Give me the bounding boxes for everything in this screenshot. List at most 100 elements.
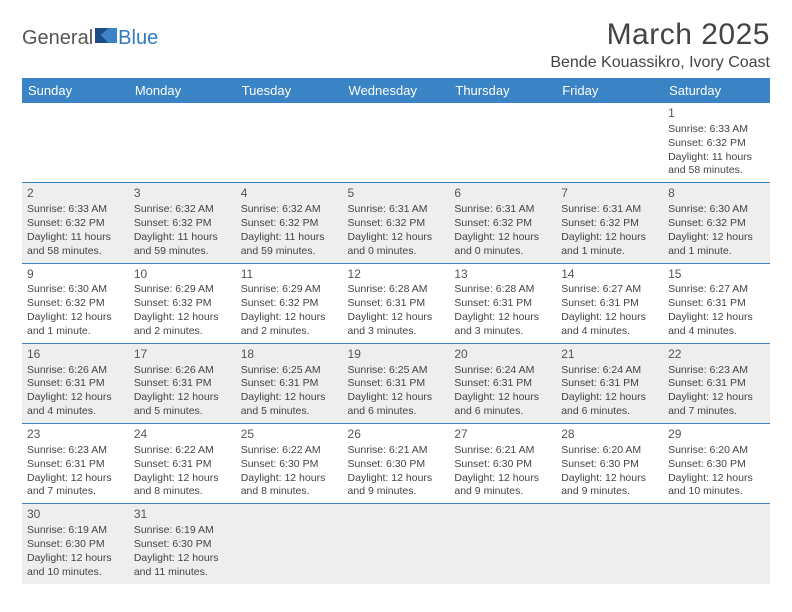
- day-number: 6: [454, 186, 551, 202]
- daylight-text: and 6 minutes.: [561, 405, 658, 419]
- day-header: Friday: [556, 78, 663, 103]
- calendar-cell: 16Sunrise: 6:26 AMSunset: 6:31 PMDayligh…: [22, 343, 129, 423]
- sunset-text: Sunset: 6:32 PM: [134, 297, 231, 311]
- sunrise-text: Sunrise: 6:22 AM: [241, 444, 338, 458]
- sunrise-text: Sunrise: 6:23 AM: [668, 364, 765, 378]
- calendar-cell: 21Sunrise: 6:24 AMSunset: 6:31 PMDayligh…: [556, 343, 663, 423]
- sunrise-text: Sunrise: 6:29 AM: [134, 283, 231, 297]
- daylight-text: and 2 minutes.: [241, 325, 338, 339]
- sunset-text: Sunset: 6:30 PM: [27, 538, 124, 552]
- calendar-row: 30Sunrise: 6:19 AMSunset: 6:30 PMDayligh…: [22, 504, 770, 584]
- logo-text-blue: Blue: [118, 27, 158, 50]
- title-block: March 2025 Bende Kouassikro, Ivory Coast: [550, 18, 770, 72]
- calendar-cell: 14Sunrise: 6:27 AMSunset: 6:31 PMDayligh…: [556, 263, 663, 343]
- day-number: 2: [27, 186, 124, 202]
- daylight-text: Daylight: 12 hours: [454, 231, 551, 245]
- sunrise-text: Sunrise: 6:33 AM: [668, 123, 765, 137]
- sunrise-text: Sunrise: 6:21 AM: [454, 444, 551, 458]
- sunset-text: Sunset: 6:31 PM: [134, 377, 231, 391]
- daylight-text: Daylight: 12 hours: [27, 311, 124, 325]
- day-number: 14: [561, 267, 658, 283]
- sunset-text: Sunset: 6:31 PM: [27, 458, 124, 472]
- daylight-text: and 0 minutes.: [454, 245, 551, 259]
- sunrise-text: Sunrise: 6:28 AM: [348, 283, 445, 297]
- sunset-text: Sunset: 6:31 PM: [134, 458, 231, 472]
- sunset-text: Sunset: 6:32 PM: [454, 217, 551, 231]
- day-number: 25: [241, 427, 338, 443]
- calendar-row: 9Sunrise: 6:30 AMSunset: 6:32 PMDaylight…: [22, 263, 770, 343]
- day-number: 13: [454, 267, 551, 283]
- sunrise-text: Sunrise: 6:32 AM: [241, 203, 338, 217]
- daylight-text: Daylight: 12 hours: [134, 311, 231, 325]
- day-number: 17: [134, 347, 231, 363]
- daylight-text: and 10 minutes.: [27, 566, 124, 580]
- daylight-text: and 3 minutes.: [348, 325, 445, 339]
- calendar-cell: 11Sunrise: 6:29 AMSunset: 6:32 PMDayligh…: [236, 263, 343, 343]
- sunset-text: Sunset: 6:32 PM: [241, 217, 338, 231]
- day-header: Monday: [129, 78, 236, 103]
- sunrise-text: Sunrise: 6:30 AM: [668, 203, 765, 217]
- daylight-text: and 58 minutes.: [27, 245, 124, 259]
- daylight-text: and 9 minutes.: [561, 485, 658, 499]
- calendar-cell: 4Sunrise: 6:32 AMSunset: 6:32 PMDaylight…: [236, 183, 343, 263]
- sunrise-text: Sunrise: 6:26 AM: [134, 364, 231, 378]
- daylight-text: Daylight: 12 hours: [241, 311, 338, 325]
- calendar-cell: 1Sunrise: 6:33 AMSunset: 6:32 PMDaylight…: [663, 103, 770, 183]
- sunset-text: Sunset: 6:31 PM: [561, 377, 658, 391]
- sunrise-text: Sunrise: 6:31 AM: [561, 203, 658, 217]
- sunrise-text: Sunrise: 6:32 AM: [134, 203, 231, 217]
- day-number: 8: [668, 186, 765, 202]
- daylight-text: and 11 minutes.: [134, 566, 231, 580]
- day-number: 28: [561, 427, 658, 443]
- day-header: Tuesday: [236, 78, 343, 103]
- daylight-text: and 0 minutes.: [348, 245, 445, 259]
- calendar-cell: 28Sunrise: 6:20 AMSunset: 6:30 PMDayligh…: [556, 424, 663, 504]
- sunrise-text: Sunrise: 6:27 AM: [668, 283, 765, 297]
- calendar-row: 1Sunrise: 6:33 AMSunset: 6:32 PMDaylight…: [22, 103, 770, 183]
- day-number: 27: [454, 427, 551, 443]
- daylight-text: and 8 minutes.: [134, 485, 231, 499]
- calendar-cell: [663, 504, 770, 584]
- calendar-cell: 13Sunrise: 6:28 AMSunset: 6:31 PMDayligh…: [449, 263, 556, 343]
- sunset-text: Sunset: 6:32 PM: [241, 297, 338, 311]
- calendar-cell: 15Sunrise: 6:27 AMSunset: 6:31 PMDayligh…: [663, 263, 770, 343]
- logo-text-general: General: [22, 27, 93, 50]
- calendar-cell: 9Sunrise: 6:30 AMSunset: 6:32 PMDaylight…: [22, 263, 129, 343]
- daylight-text: Daylight: 12 hours: [134, 472, 231, 486]
- sunset-text: Sunset: 6:31 PM: [348, 377, 445, 391]
- calendar-cell: [22, 103, 129, 183]
- daylight-text: and 2 minutes.: [134, 325, 231, 339]
- calendar-cell: [236, 103, 343, 183]
- sunset-text: Sunset: 6:31 PM: [348, 297, 445, 311]
- sunset-text: Sunset: 6:30 PM: [561, 458, 658, 472]
- daylight-text: Daylight: 12 hours: [27, 472, 124, 486]
- day-number: 9: [27, 267, 124, 283]
- calendar-cell: 3Sunrise: 6:32 AMSunset: 6:32 PMDaylight…: [129, 183, 236, 263]
- sunset-text: Sunset: 6:30 PM: [668, 458, 765, 472]
- calendar-cell: [343, 103, 450, 183]
- daylight-text: Daylight: 12 hours: [668, 311, 765, 325]
- daylight-text: and 1 minute.: [668, 245, 765, 259]
- daylight-text: and 10 minutes.: [668, 485, 765, 499]
- calendar-row: 23Sunrise: 6:23 AMSunset: 6:31 PMDayligh…: [22, 424, 770, 504]
- calendar-cell: 24Sunrise: 6:22 AMSunset: 6:31 PMDayligh…: [129, 424, 236, 504]
- sunset-text: Sunset: 6:30 PM: [454, 458, 551, 472]
- daylight-text: and 1 minute.: [27, 325, 124, 339]
- sunrise-text: Sunrise: 6:25 AM: [241, 364, 338, 378]
- calendar-cell: 27Sunrise: 6:21 AMSunset: 6:30 PMDayligh…: [449, 424, 556, 504]
- day-number: 21: [561, 347, 658, 363]
- daylight-text: Daylight: 12 hours: [561, 231, 658, 245]
- daylight-text: and 6 minutes.: [348, 405, 445, 419]
- day-number: 11: [241, 267, 338, 283]
- daylight-text: and 3 minutes.: [454, 325, 551, 339]
- sunset-text: Sunset: 6:32 PM: [134, 217, 231, 231]
- day-number: 15: [668, 267, 765, 283]
- day-number: 18: [241, 347, 338, 363]
- day-number: 12: [348, 267, 445, 283]
- daylight-text: Daylight: 11 hours: [27, 231, 124, 245]
- sunset-text: Sunset: 6:31 PM: [454, 297, 551, 311]
- calendar-cell: 2Sunrise: 6:33 AMSunset: 6:32 PMDaylight…: [22, 183, 129, 263]
- calendar-cell: 17Sunrise: 6:26 AMSunset: 6:31 PMDayligh…: [129, 343, 236, 423]
- calendar-cell: 26Sunrise: 6:21 AMSunset: 6:30 PMDayligh…: [343, 424, 450, 504]
- sunset-text: Sunset: 6:31 PM: [27, 377, 124, 391]
